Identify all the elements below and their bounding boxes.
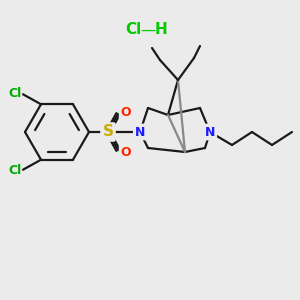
Text: N: N xyxy=(135,125,145,139)
Text: N: N xyxy=(205,125,215,139)
Text: S: S xyxy=(103,124,113,140)
Text: Cl: Cl xyxy=(125,22,141,38)
Text: O: O xyxy=(121,106,131,118)
Text: Cl: Cl xyxy=(8,164,22,177)
Text: H: H xyxy=(154,22,167,38)
Text: O: O xyxy=(121,146,131,158)
Text: —: — xyxy=(140,22,156,38)
Text: Cl: Cl xyxy=(8,87,22,100)
